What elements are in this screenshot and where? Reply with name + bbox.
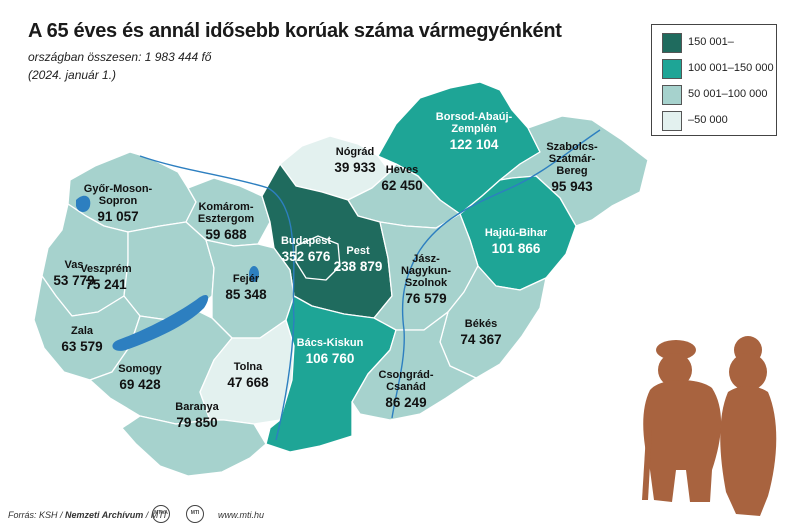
source-prefix: Forrás: KSH / — [8, 510, 66, 520]
county-name-label: Veszprém — [80, 263, 132, 275]
mti-logo: MTI — [186, 505, 204, 523]
county-value-label: 101 866 — [492, 241, 541, 256]
county-value-label: 85 348 — [225, 287, 267, 302]
county-baranya — [121, 415, 267, 477]
county-name-label: Győr-Moson- — [84, 183, 153, 195]
county-name-label: Nógrád — [336, 146, 375, 158]
county-value-label: 91 057 — [97, 209, 138, 224]
legend-item: 100 001–150 000 — [662, 59, 774, 79]
county-value-label: 59 688 — [205, 227, 247, 242]
county-bacs-kiskun — [265, 295, 397, 453]
legend-label: 150 001– — [688, 36, 734, 48]
county-name-label: Bács-Kiskun — [297, 337, 364, 349]
county-value-label: 53 779 — [53, 273, 94, 288]
county-name-label: Bereg — [556, 165, 587, 177]
river-tisza — [391, 129, 601, 419]
county-name-label: Jász- — [412, 253, 440, 265]
county-value-label: 47 668 — [227, 375, 269, 390]
county-name-label: Zemplén — [451, 123, 497, 135]
legend-label: –50 000 — [688, 114, 728, 126]
county-value-label: 352 676 — [282, 249, 331, 264]
county-value-label: 62 450 — [381, 178, 422, 193]
legend-swatch — [662, 59, 682, 79]
county-name-label: Nagykun- — [401, 265, 451, 277]
map-date: (2024. január 1.) — [28, 68, 117, 82]
river-danube — [139, 155, 295, 441]
legend: 150 001– 100 001–150 000 50 001–100 000 –50… — [651, 24, 777, 136]
county-name-label: Hajdú-Bihar — [485, 227, 548, 239]
county-name-label: Budapest — [281, 235, 331, 247]
county-value-label: 74 367 — [460, 332, 501, 347]
footer-url: www.mti.hu — [218, 510, 265, 520]
county-name-label: Pest — [346, 245, 370, 257]
map-subtitle: országban összesen: 1 983 444 fő — [28, 50, 212, 64]
county-name-label: Szolnok — [405, 277, 448, 289]
mtva-logo: MTVA — [152, 505, 170, 523]
source-archive: Nemzeti Archívum — [65, 510, 144, 520]
county-name-label: Csongrád- — [379, 369, 434, 381]
county-value-label: 86 249 — [385, 395, 426, 410]
county-name-label: Vas — [65, 259, 84, 271]
county-value-label: 122 104 — [450, 137, 499, 152]
county-szabolcs — [499, 115, 649, 227]
county-labels: Győr-Moson-Sopron 91 057 Komárom-Esztergom… — [53, 111, 598, 430]
county-value-label: 69 428 — [119, 377, 161, 392]
county-name-label: Tolna — [234, 361, 263, 373]
county-value-label: 95 943 — [551, 179, 593, 194]
county-name-label: Sopron — [99, 195, 138, 207]
footer-source: Forrás: KSH / Nemzeti Archívum / MTI — [8, 510, 166, 520]
county-name-label: Békés — [465, 318, 497, 330]
legend-item: 50 001–100 000 — [662, 85, 772, 105]
legend-item: –50 000 — [662, 111, 772, 131]
county-value-label: 76 579 — [405, 291, 446, 306]
county-value-label: 79 850 — [176, 415, 217, 430]
county-name-label: Szabolcs- — [546, 141, 598, 153]
county-name-label: Borsod-Abaúj- — [436, 111, 513, 123]
county-budapest — [295, 235, 341, 281]
map-title: A 65 éves és annál idősebb korúak száma … — [28, 20, 562, 42]
legend-item: 150 001– — [662, 33, 772, 53]
county-csongrad — [351, 311, 477, 421]
legend-label: 50 001–100 000 — [688, 88, 768, 100]
legend-swatch — [662, 111, 682, 131]
lake-ferto — [76, 195, 91, 212]
legend-label: 100 001–150 000 — [688, 62, 774, 74]
county-value-label: 238 879 — [334, 259, 383, 274]
county-name-label: Heves — [386, 164, 418, 176]
elderly-couple-silhouette — [642, 336, 777, 516]
county-name-label: Csanád — [386, 381, 426, 393]
county-value-label: 106 760 — [306, 351, 355, 366]
county-name-label: Komárom- — [198, 201, 253, 213]
lake-balaton — [112, 294, 209, 351]
county-value-label: 75 241 — [85, 277, 127, 292]
county-value-label: 39 933 — [334, 160, 376, 175]
county-name-label: Fejér — [233, 273, 260, 285]
county-name-label: Somogy — [118, 363, 162, 375]
county-shapes — [33, 81, 649, 477]
lake-velence — [249, 266, 259, 282]
county-name-label: Szatmár- — [549, 153, 596, 165]
water-features — [76, 195, 259, 351]
county-value-label: 63 579 — [61, 339, 102, 354]
legend-swatch — [662, 33, 682, 53]
county-name-label: Zala — [71, 325, 94, 337]
county-name-label: Baranya — [175, 401, 219, 413]
county-name-label: Esztergom — [198, 213, 254, 225]
rivers — [139, 129, 601, 441]
county-tolna — [199, 319, 295, 425]
legend-swatch — [662, 85, 682, 105]
